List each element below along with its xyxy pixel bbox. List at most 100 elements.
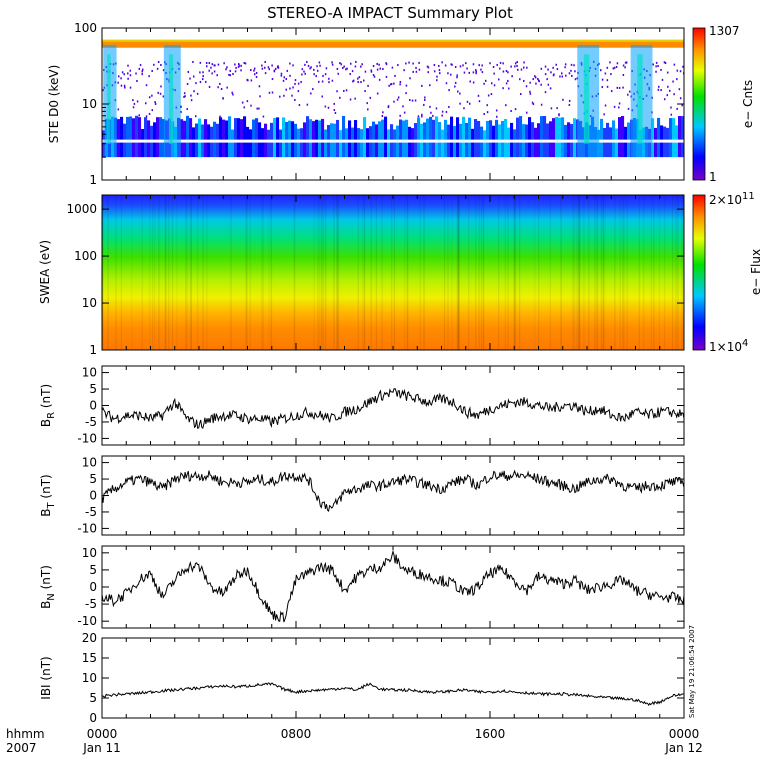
ste-gap-line	[465, 139, 469, 143]
swea-striation	[176, 195, 178, 350]
ste-speckle	[238, 64, 241, 67]
ste-speckle	[364, 70, 367, 73]
ste-background-column	[651, 118, 655, 158]
ste-gap-line	[303, 139, 307, 143]
ste-speckle	[237, 65, 240, 68]
ste-speckle	[459, 92, 461, 95]
ste-speckle	[148, 75, 150, 78]
ste-speckle	[502, 62, 504, 65]
ste-gap-line	[228, 139, 232, 143]
ste-speckle	[385, 62, 387, 65]
ste-speckle	[502, 87, 504, 90]
bn-y-label-subscript: N	[46, 593, 57, 600]
ste-speckle	[378, 63, 380, 66]
ste-background-column	[309, 119, 313, 158]
ste-speckle	[381, 114, 384, 117]
ste-speckle	[262, 115, 265, 118]
ste-speckle	[217, 63, 220, 66]
ste-gap-line	[666, 139, 670, 143]
ste-speckle	[472, 71, 475, 74]
ste-gap-line	[234, 139, 238, 143]
ste-speckle	[423, 98, 426, 101]
swea-striation	[638, 195, 640, 350]
ste-background-column	[147, 120, 151, 158]
ste-speckle	[318, 80, 320, 83]
ste-gap-line	[567, 139, 571, 143]
ste-speckle	[162, 69, 165, 72]
ste-speckle	[618, 86, 621, 89]
ste-speckle	[496, 63, 498, 66]
ste-background-column	[138, 117, 142, 158]
ste-speckle	[123, 84, 126, 87]
ste-background-column	[312, 121, 316, 158]
ste-background-column	[306, 116, 310, 158]
ste-speckle	[339, 96, 341, 99]
ste-gap-line	[420, 139, 424, 143]
ste-speckle	[255, 76, 258, 79]
ste-speckle	[411, 99, 414, 102]
ste-background-column	[252, 119, 256, 158]
ste-speckle	[681, 104, 683, 107]
ste-speckle	[534, 75, 536, 78]
ste-background-column	[354, 120, 358, 158]
ste-speckle	[129, 74, 132, 77]
ste-speckle	[466, 100, 469, 103]
ste-speckle	[427, 66, 430, 69]
ste-burst-core	[583, 54, 590, 144]
ste-speckle	[432, 114, 434, 117]
ste-background-column	[393, 129, 397, 158]
ste-gap-line	[192, 139, 196, 143]
ste-speckle	[370, 69, 373, 72]
ste-background-column	[324, 129, 328, 158]
ste-gap-line	[603, 139, 607, 143]
ste-gap-line	[321, 139, 325, 143]
ste-speckle	[462, 64, 464, 67]
ste-speckle	[144, 102, 147, 105]
swea-striation	[596, 195, 598, 350]
ste-speckle	[529, 81, 531, 84]
ste-speckle	[192, 75, 195, 78]
ste-gap-line	[486, 139, 490, 143]
ste-speckle	[138, 114, 140, 117]
ste-speckle	[625, 61, 628, 64]
ste-background-column	[135, 115, 139, 158]
ste-speckle	[189, 77, 191, 80]
swea-striation	[293, 195, 295, 350]
ste-background-column	[399, 119, 403, 158]
bt-y-label-unit: (nT)	[39, 474, 53, 502]
ste-gap-line	[525, 139, 529, 143]
ste-speckle	[328, 81, 330, 84]
ste-speckle	[490, 93, 493, 96]
ste-speckle	[234, 70, 237, 73]
ste-speckle	[403, 111, 406, 114]
ste-speckle	[537, 78, 539, 81]
ste-speckle	[454, 81, 457, 84]
ste-speckle	[253, 67, 256, 70]
ste-gap-line	[453, 139, 457, 143]
ste-speckle	[397, 96, 400, 99]
ste-speckle	[612, 67, 615, 70]
ste-speckle	[556, 107, 558, 110]
ste-speckle	[264, 66, 266, 69]
ste-speckle	[655, 70, 657, 73]
bn-y-tick-label: 10	[82, 546, 97, 560]
ste-gap-line	[417, 139, 421, 143]
ste-speckle	[183, 92, 186, 95]
swea-striation	[579, 195, 581, 350]
ste-speckle	[141, 73, 143, 76]
ste-colorbar	[692, 27, 706, 181]
ste-background-column	[267, 129, 271, 158]
ste-speckle	[219, 115, 221, 118]
ste-background-column	[435, 116, 439, 158]
ste-speckle	[261, 67, 264, 70]
ste-gap-line	[390, 139, 394, 143]
ste-gap-line	[324, 139, 328, 143]
ste-speckle	[652, 63, 655, 66]
ste-gap-line	[624, 139, 628, 143]
ste-speckle	[301, 73, 303, 76]
ste-gap-line	[492, 139, 496, 143]
ste-speckle	[199, 71, 201, 74]
swea-striation	[534, 195, 536, 350]
ste-colorbar-max: 1307	[709, 24, 740, 38]
